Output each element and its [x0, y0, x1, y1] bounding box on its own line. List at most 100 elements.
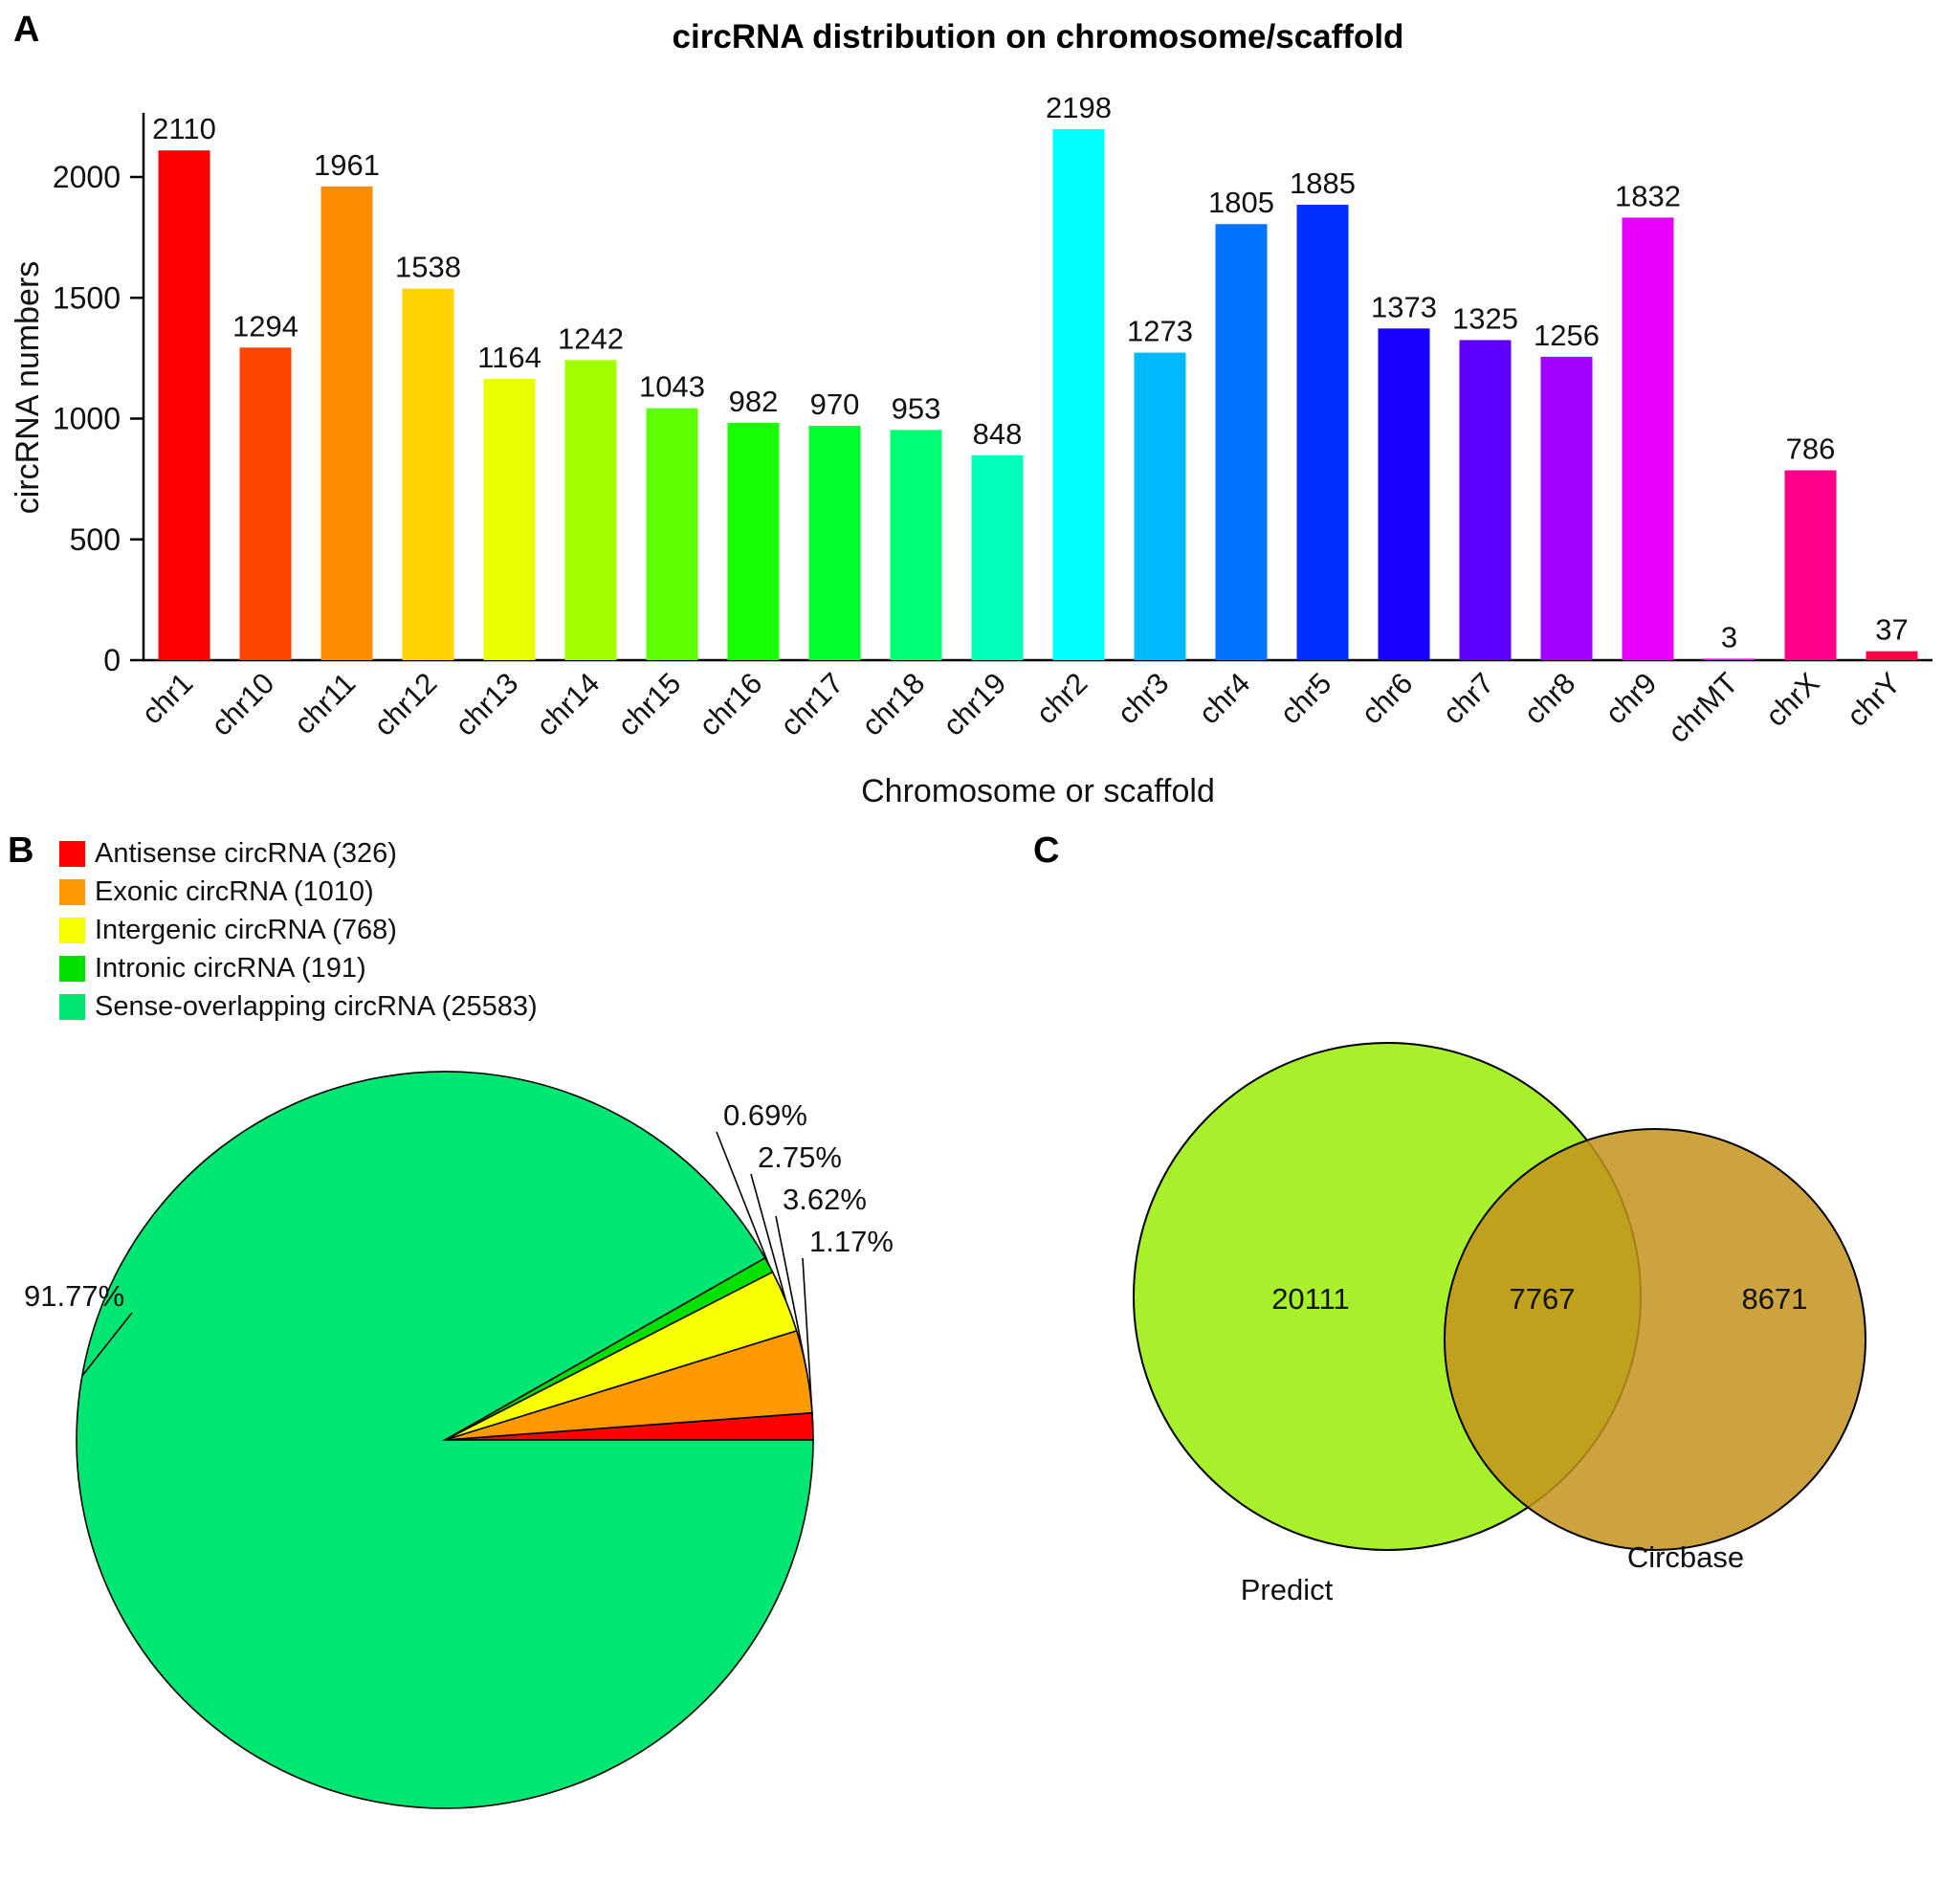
legend-item-exonic: Exonic circRNA (1010): [59, 876, 538, 908]
pie-legend: Antisense circRNA (326) Exonic circRNA (1…: [59, 838, 538, 1023]
y-tick-label-1500: 1500: [53, 280, 121, 315]
pie-leader-intronic: [716, 1131, 770, 1266]
bar-value-chr16: 982: [729, 385, 779, 418]
bar-chr5: [1296, 205, 1349, 660]
x-tick-label-chrY: chrY: [1841, 666, 1908, 733]
legend-item-intergenic: Intergenic circRNA (768): [59, 915, 538, 946]
bar-value-chr4: 1805: [1208, 186, 1274, 219]
panel-a-label: A: [13, 10, 40, 50]
venn-predict-label: Predict: [1241, 1573, 1334, 1606]
bar-value-chr6: 1373: [1371, 290, 1437, 323]
bar-chr11: [320, 186, 373, 660]
x-tick-label-chr5: chr5: [1273, 666, 1337, 730]
pie-label-intronic: 0.69%: [723, 1098, 807, 1132]
bar-chr14: [564, 360, 617, 660]
y-tick-label-0: 0: [103, 643, 121, 677]
bar-value-chr1: 2110: [152, 112, 216, 145]
venn-plot: 20111 7767 8671 Predict Circbase: [1133, 1042, 1866, 1606]
legend-swatch-intronic: [59, 956, 85, 982]
bar-value-chr15: 1043: [639, 370, 705, 404]
bar-chart-ylabel: circRNA numbers: [10, 261, 46, 515]
bar-chr2: [1052, 129, 1105, 660]
pie-label-intergenic: 2.75%: [758, 1140, 842, 1174]
bar-value-chr7: 1325: [1452, 301, 1518, 335]
bar-value-chrY: 37: [1875, 613, 1908, 647]
x-tick-label-chr13: chr13: [449, 666, 525, 742]
x-tick-label-chr16: chr16: [693, 666, 769, 742]
bar-chr18: [890, 430, 942, 660]
pie-label-antisense: 1.17%: [809, 1225, 894, 1258]
x-tick-label-chr4: chr4: [1192, 666, 1256, 730]
venn-svg: 20111 7767 8671 Predict Circbase: [1133, 1042, 1866, 1606]
y-tick-label-1000: 1000: [53, 402, 121, 436]
bar-chr13: [483, 379, 536, 660]
venn-circbase-value: 8671: [1742, 1282, 1808, 1316]
x-tick-label-chr11: chr11: [287, 666, 362, 741]
legend-label-antisense: Antisense circRNA (326): [95, 838, 397, 869]
bar-value-chrX: 786: [1786, 432, 1836, 466]
panel-b-label: B: [8, 830, 34, 871]
legend-swatch-antisense: [59, 841, 85, 867]
bar-chr16: [727, 423, 780, 660]
x-tick-label-chr3: chr3: [1111, 666, 1175, 730]
x-tick-label-chrX: chrX: [1759, 666, 1826, 733]
bar-value-chr3: 1273: [1127, 315, 1193, 348]
bar-value-chr17: 970: [810, 387, 860, 421]
y-tick-label-500: 500: [70, 522, 121, 557]
x-tick-label-chr9: chr9: [1599, 666, 1663, 730]
bar-chrMT: [1703, 658, 1755, 660]
legend-label-intronic: Intronic circRNA (191): [95, 953, 366, 984]
x-tick-label-chr6: chr6: [1355, 666, 1419, 730]
legend-label-exonic: Exonic circRNA (1010): [95, 876, 374, 907]
venn-circbase-label: Circbase: [1627, 1540, 1744, 1574]
bar-chr12: [402, 288, 454, 660]
panel-c-label: C: [1033, 830, 1060, 871]
bar-value-chrMT: 3: [1721, 620, 1737, 653]
pie-chart-svg: 1.17% 3.62% 2.75% 0.69% 91.77%: [24, 1071, 894, 1809]
legend-item-antisense: Antisense circRNA (326): [59, 838, 538, 870]
bar-chrY: [1866, 651, 1918, 660]
bar-chr10: [239, 347, 292, 660]
bar-value-chr12: 1538: [395, 251, 461, 284]
x-tick-label-chr8: chr8: [1517, 666, 1581, 730]
bar-chr6: [1378, 328, 1430, 660]
legend-swatch-intergenic: [59, 918, 85, 943]
venn-predict-value: 20111: [1271, 1282, 1350, 1316]
pie-slice-sense-overlapping: [76, 1071, 814, 1809]
bar-value-chr11: 1961: [314, 148, 380, 182]
bar-chr1: [158, 150, 210, 661]
bar-chr7: [1459, 340, 1512, 660]
legend-swatch-sense-overlapping: [59, 994, 85, 1020]
legend-swatch-exonic: [59, 879, 85, 905]
bar-chr9: [1622, 217, 1674, 661]
bar-value-chr14: 1242: [558, 321, 624, 355]
pie-leader-intergenic: [750, 1173, 787, 1301]
x-tick-label-chr18: chr18: [855, 666, 932, 742]
pie-leader-exonic: [775, 1215, 808, 1372]
x-tick-label-chr17: chr17: [774, 666, 850, 742]
x-tick-label-chr14: chr14: [530, 666, 607, 742]
bar-chrX: [1784, 470, 1837, 660]
x-tick-label-chr7: chr7: [1436, 666, 1500, 730]
bar-chart-xlabel: Chromosome or scaffold: [861, 773, 1215, 809]
y-tick-label-2000: 2000: [53, 160, 121, 194]
bar-chr15: [646, 408, 698, 660]
bar-chart-plot: 0 500 1000 1500 2000 2110 chr1 1294 chr10 1961 chr…: [53, 91, 1932, 749]
venn-circbase-circle: [1444, 1128, 1866, 1551]
bar-value-chr18: 953: [892, 391, 941, 425]
bar-chr8: [1540, 356, 1593, 660]
x-tick-label-chr1: chr1: [135, 666, 199, 730]
pie-label-sense-overlapping: 91.77%: [24, 1279, 124, 1313]
bar-chr3: [1134, 352, 1186, 660]
x-tick-label-chr15: chr15: [611, 666, 688, 742]
bar-chart-title: circRNA distribution on chromosome/scaff…: [673, 18, 1404, 55]
legend-label-intergenic: Intergenic circRNA (768): [95, 915, 397, 945]
bar-value-chr9: 1832: [1615, 179, 1681, 212]
legend-item-intronic: Intronic circRNA (191): [59, 953, 538, 985]
bar-chr4: [1215, 224, 1268, 661]
bar-value-chr8: 1256: [1534, 319, 1600, 352]
x-tick-label-chrMT: chrMT: [1662, 666, 1745, 749]
bar-value-chr13: 1164: [477, 341, 541, 374]
x-tick-label-chr2: chr2: [1029, 666, 1093, 730]
